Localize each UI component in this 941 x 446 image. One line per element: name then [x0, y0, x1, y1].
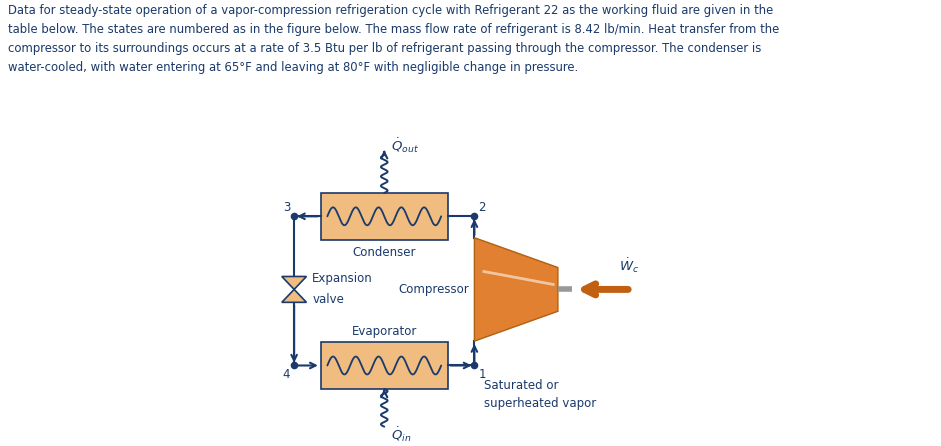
FancyBboxPatch shape	[321, 193, 448, 240]
Point	[287, 213, 302, 220]
Text: 4: 4	[283, 368, 291, 381]
Text: $\dot{W}_c$: $\dot{W}_c$	[619, 257, 639, 276]
Text: $\dot{Q}_{out}$: $\dot{Q}_{out}$	[391, 136, 419, 155]
Text: $\dot{Q}_{in}$: $\dot{Q}_{in}$	[391, 425, 411, 444]
Text: Evaporator: Evaporator	[352, 325, 417, 338]
Point	[287, 362, 302, 369]
Text: Expansion: Expansion	[312, 273, 373, 285]
Polygon shape	[281, 277, 307, 289]
Text: 3: 3	[283, 201, 291, 215]
Text: 1: 1	[478, 368, 486, 381]
Point	[467, 362, 482, 369]
FancyBboxPatch shape	[321, 342, 448, 389]
Text: valve: valve	[312, 293, 344, 306]
Text: Data for steady-state operation of a vapor-compression refrigeration cycle with : Data for steady-state operation of a vap…	[8, 4, 779, 74]
Text: Condenser: Condenser	[353, 246, 416, 259]
Polygon shape	[281, 289, 307, 302]
Text: Compressor: Compressor	[398, 283, 469, 296]
Text: 2: 2	[478, 201, 486, 215]
Text: Saturated or
superheated vapor: Saturated or superheated vapor	[484, 380, 597, 410]
Polygon shape	[474, 238, 558, 341]
Point	[467, 213, 482, 220]
